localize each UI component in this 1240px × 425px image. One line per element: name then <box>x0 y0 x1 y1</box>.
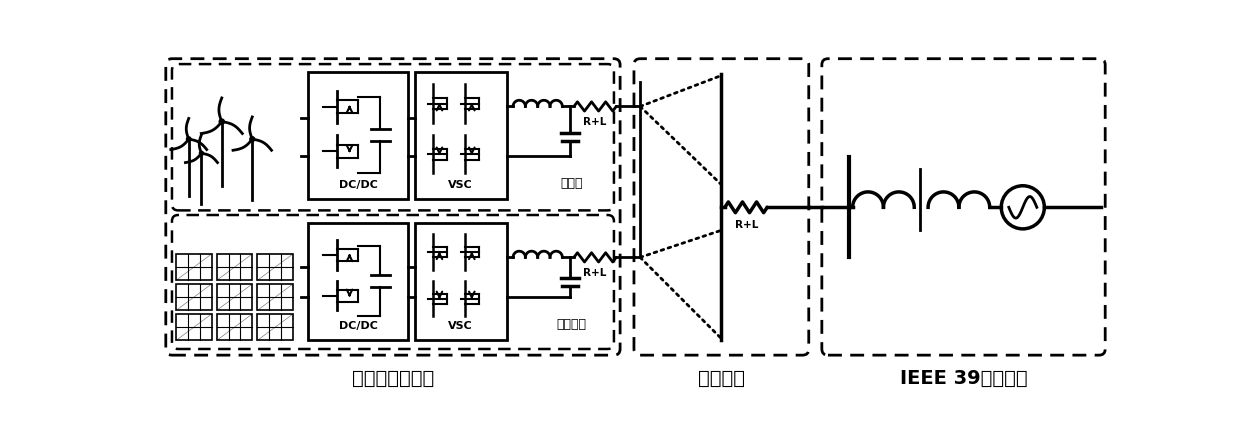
Text: IEEE 39节点系统: IEEE 39节点系统 <box>900 369 1027 388</box>
Text: 网络结构: 网络结构 <box>698 369 745 388</box>
Bar <box>217 314 252 340</box>
Circle shape <box>249 137 254 142</box>
Bar <box>258 314 293 340</box>
Text: 风电场: 风电场 <box>560 177 583 190</box>
Text: VSC: VSC <box>449 180 474 190</box>
Bar <box>176 314 212 340</box>
Bar <box>258 254 293 280</box>
Bar <box>176 284 212 310</box>
Text: R+L: R+L <box>734 220 758 230</box>
Circle shape <box>200 151 203 155</box>
Bar <box>309 223 408 340</box>
Bar <box>414 72 507 199</box>
Bar <box>309 72 408 199</box>
Text: DC/DC: DC/DC <box>339 180 378 190</box>
Bar <box>217 254 252 280</box>
Circle shape <box>219 119 224 124</box>
Bar <box>217 284 252 310</box>
Text: 光伏电站: 光伏电站 <box>557 318 587 331</box>
Text: R+L: R+L <box>583 117 606 127</box>
Text: VSC: VSC <box>449 320 474 331</box>
Text: 可再生能源场站: 可再生能源场站 <box>352 369 434 388</box>
Text: DC/DC: DC/DC <box>339 320 378 331</box>
Bar <box>414 223 507 340</box>
Circle shape <box>186 137 191 142</box>
Bar <box>176 254 212 280</box>
Text: R+L: R+L <box>583 268 606 278</box>
Bar <box>258 284 293 310</box>
